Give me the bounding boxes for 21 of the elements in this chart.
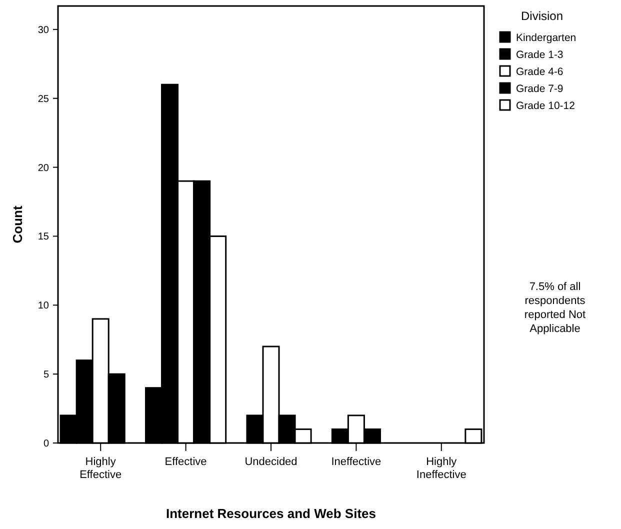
y-tick-label: 25 — [38, 94, 50, 105]
x-tick-label: Highly Effective — [80, 456, 122, 481]
y-tick-label: 15 — [38, 232, 50, 243]
x-tick-label: Effective — [164, 456, 207, 468]
x-tick-label: Undecided — [244, 456, 298, 468]
legend-label: Grade 10-12 — [516, 100, 576, 112]
y-tick-label: 30 — [38, 24, 50, 36]
text: 7.5% of all respondents reported Not Applicable — [524, 281, 586, 335]
legend-label: Grade 1-3 — [516, 49, 564, 61]
x-axis-title: Internet Resources and Web Sites — [166, 506, 376, 521]
y-axis-title: Count — [10, 205, 25, 244]
legend-label: Grade 7-9 — [516, 83, 564, 95]
y-tick-label: 20 — [38, 162, 50, 174]
legend-title: Division — [520, 9, 564, 23]
legend-label: Grade 4-6 — [516, 66, 564, 78]
x-tick-label: Ineffective — [331, 456, 382, 468]
x-tick-label: Highly Ineffective — [416, 456, 466, 481]
legend-label: Kindergarten — [516, 32, 576, 44]
y-tick-label: 0 — [43, 438, 50, 450]
y-tick-label: 10 — [38, 300, 50, 312]
y-tick-label: 5 — [43, 370, 50, 381]
